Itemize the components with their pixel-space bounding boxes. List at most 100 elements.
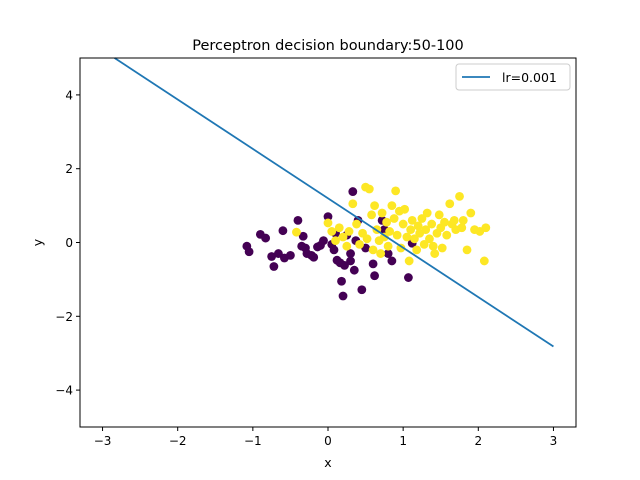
data-point-class-1: [385, 227, 395, 236]
data-point-class-0: [368, 259, 378, 269]
data-point-class-1: [428, 241, 438, 251]
data-point-class-1: [338, 232, 348, 242]
data-point-class-0: [298, 231, 308, 241]
data-point-class-1: [331, 236, 340, 246]
data-point-class-1: [370, 201, 379, 211]
legend-label: lr=0.001: [502, 70, 557, 85]
data-point-class-1: [417, 214, 427, 223]
data-point-class-0: [346, 249, 355, 258]
x-tick-label: 1: [399, 434, 407, 448]
data-point-class-1: [327, 227, 337, 236]
data-point-class-1: [355, 239, 364, 249]
data-point-class-1: [348, 199, 358, 209]
data-point-class-0: [348, 187, 358, 196]
y-tick-label: 4: [65, 88, 73, 102]
data-point-class-1: [413, 221, 423, 231]
data-point-class-1: [457, 223, 467, 233]
x-tick-label: 2: [474, 434, 482, 448]
data-point-class-0: [244, 247, 254, 257]
data-point-class-1: [364, 184, 374, 194]
data-point-class-1: [434, 210, 444, 220]
data-point-class-1: [387, 201, 397, 211]
x-tick-label: −1: [244, 434, 262, 448]
data-point-class-1: [368, 245, 378, 255]
data-point-class-1: [362, 234, 372, 244]
data-point-class-0: [383, 249, 393, 258]
y-axis-label: y: [30, 238, 45, 246]
data-point-class-1: [421, 225, 431, 234]
data-point-class-1: [402, 232, 412, 242]
legend: lr=0.001: [455, 63, 571, 91]
data-point-class-0: [329, 245, 339, 255]
data-point-class-1: [392, 230, 402, 240]
x-tick-label: 3: [550, 434, 558, 448]
data-point-class-1: [376, 249, 386, 258]
data-point-class-1: [406, 225, 416, 234]
data-point-class-1: [445, 199, 455, 209]
data-point-class-0: [286, 251, 295, 260]
line-layer: [114, 57, 554, 348]
data-point-class-1: [466, 208, 476, 218]
chart-title: Perceptron decision boundary:50-100: [192, 38, 464, 54]
data-point-class-1: [342, 241, 352, 251]
data-point-class-1: [412, 245, 422, 255]
data-point-class-1: [323, 218, 333, 228]
data-point-class-1: [462, 245, 472, 255]
x-tick-label: −2: [169, 434, 187, 448]
data-point-class-1: [398, 219, 408, 229]
data-point-class-0: [274, 249, 283, 258]
y-tick-label: −4: [55, 384, 73, 398]
data-point-class-1: [400, 204, 410, 214]
data-point-class-0: [340, 260, 349, 270]
x-tick-label: 0: [324, 434, 332, 448]
data-point-class-0: [337, 276, 346, 286]
data-point-class-1: [430, 249, 440, 258]
data-point-class-1: [437, 243, 447, 253]
data-point-class-1: [383, 241, 393, 251]
data-point-class-0: [297, 241, 307, 251]
data-point-class-1: [425, 234, 434, 244]
data-point-class-0: [338, 291, 348, 301]
decision-boundary-line: [114, 57, 554, 348]
data-point-class-1: [481, 223, 491, 233]
data-point-class-1: [404, 256, 414, 266]
y-tick-label: −2: [55, 310, 73, 324]
x-axis-ticks: −3 −2 −1 0 1 2 3: [94, 427, 558, 448]
data-point-class-1: [389, 214, 399, 223]
data-point-class-1: [382, 217, 392, 227]
data-point-class-1: [407, 215, 417, 225]
data-point-class-0: [309, 252, 319, 262]
data-point-class-1: [455, 191, 464, 201]
data-point-class-1: [352, 219, 361, 229]
data-point-class-0: [261, 233, 271, 243]
data-point-class-1: [377, 208, 387, 218]
data-point-class-1: [442, 230, 452, 240]
y-axis-ticks: −4 −2 0 2 4: [55, 88, 80, 398]
data-point-class-1: [410, 234, 419, 244]
data-point-class-1: [367, 210, 376, 220]
data-point-class-1: [344, 227, 354, 236]
data-point-class-0: [387, 256, 397, 266]
data-point-class-1: [334, 223, 344, 233]
data-point-class-0: [357, 285, 367, 295]
data-point-class-0: [404, 273, 413, 282]
data-point-class-1: [427, 219, 437, 229]
x-axis-label: x: [324, 455, 331, 470]
data-point-class-0: [293, 215, 303, 225]
data-point-class-0: [346, 256, 355, 266]
data-point-class-1: [292, 227, 301, 237]
data-point-class-1: [422, 208, 432, 218]
data-point-class-0: [323, 212, 333, 222]
x-tick-label: −3: [94, 434, 112, 448]
data-point-class-1: [440, 217, 449, 227]
data-point-class-1: [419, 239, 429, 249]
data-point-class-1: [449, 215, 459, 225]
legend-box: [455, 63, 571, 91]
y-tick-label: 2: [65, 162, 73, 176]
data-point-class-0: [349, 265, 359, 275]
data-point-class-0: [278, 226, 288, 236]
data-point-class-1: [458, 215, 468, 225]
data-point-class-0: [267, 252, 277, 261]
data-point-class-0: [319, 236, 328, 246]
